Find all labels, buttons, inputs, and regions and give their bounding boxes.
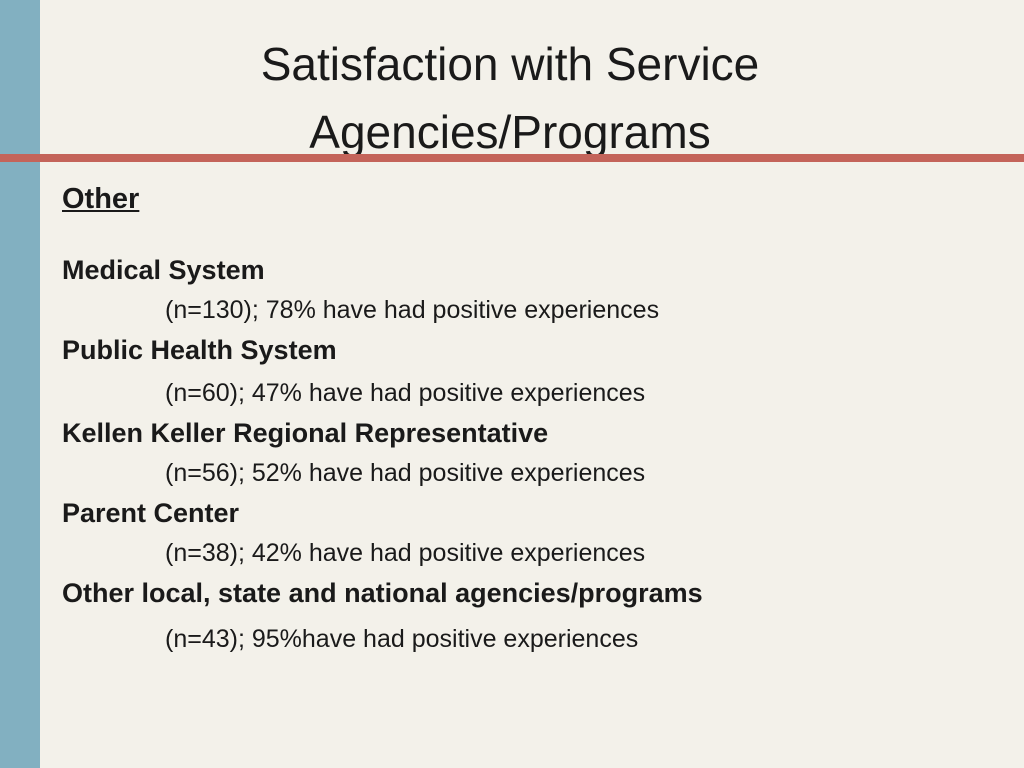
entry-detail-public-health-system: (n=60); 47% have had positive experience… [165, 379, 646, 407]
entry-detail-parent-center: (n=38); 42% have had positive experience… [165, 539, 646, 567]
entry-name-public-health-system: Public Health System [62, 335, 337, 365]
title-line-2: Agencies/Programs [309, 106, 711, 158]
entry-name-regional-representative: Kellen Keller Regional Representative [62, 418, 549, 448]
title-divider [0, 154, 1024, 162]
entry-name-medical-system: Medical System [62, 255, 265, 285]
entry-detail-medical-system: (n=130); 78% have had positive experienc… [165, 296, 660, 324]
slide-title: Satisfaction with Service Agencies/Progr… [180, 30, 840, 166]
entry-name-other-agencies: Other local, state and national agencies… [62, 578, 703, 608]
entry-detail-regional-representative: (n=56); 52% have had positive experience… [165, 459, 646, 487]
entry-name-parent-center: Parent Center [62, 498, 240, 528]
entry-detail-other-agencies: (n=43); 95%have had positive experiences [165, 625, 639, 653]
section-label-other: Other [62, 183, 140, 215]
left-accent-bar [0, 0, 40, 768]
title-line-1: Satisfaction with Service [260, 38, 760, 90]
